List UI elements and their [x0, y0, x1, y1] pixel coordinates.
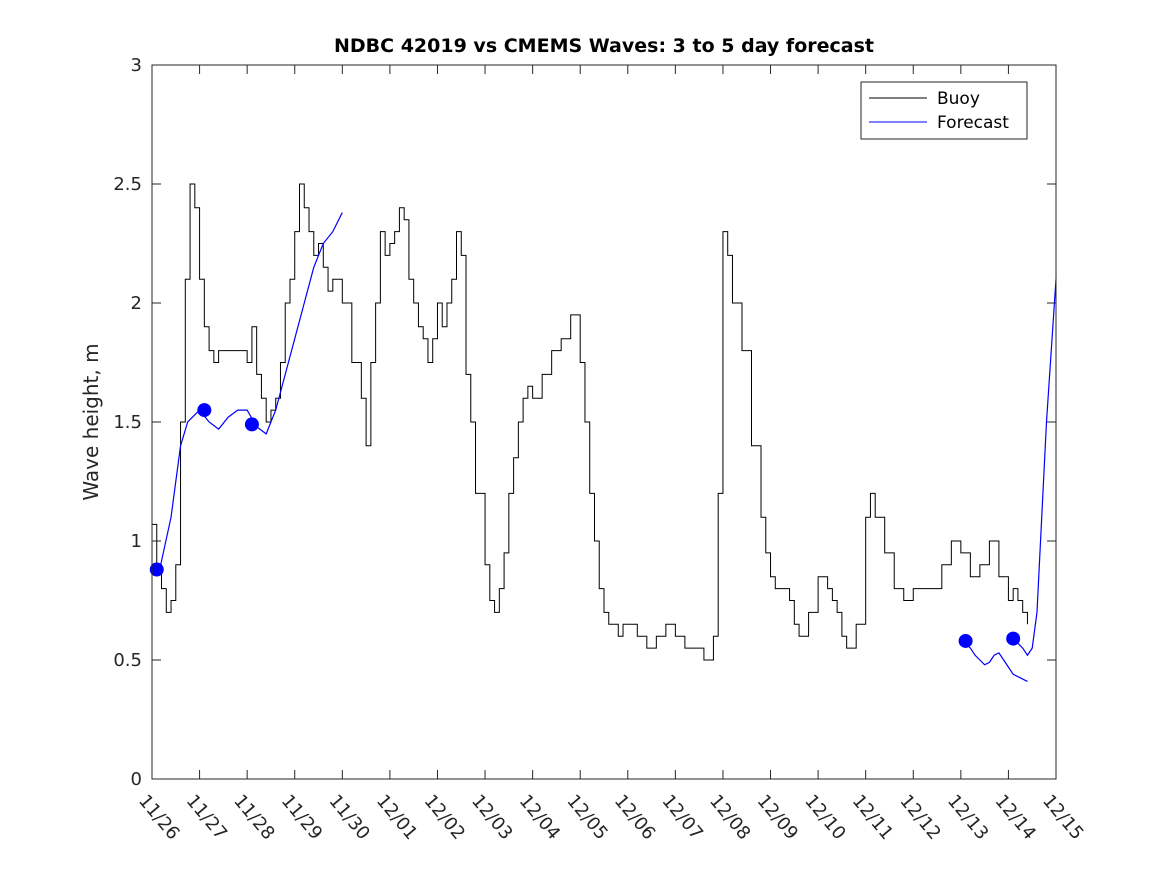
- forecast-start-marker: [1006, 631, 1021, 646]
- y-tick-label: 1.5: [113, 412, 142, 433]
- series-layer: [149, 183, 1057, 682]
- plot-background: [152, 65, 1056, 779]
- series-line-buoy: [152, 183, 1028, 661]
- y-tick-label: 2: [131, 293, 142, 314]
- y-tick-label: 1: [131, 531, 142, 552]
- series-line-forecast-1: [151, 212, 343, 573]
- legend-label-forecast: Forecast: [937, 113, 1009, 133]
- y-tick-label: 3: [131, 55, 142, 76]
- forecast-start-marker: [958, 633, 973, 648]
- y-axis-label: Wave height, m: [79, 343, 103, 500]
- chart-title: NDBC 42019 vs CMEMS Waves: 3 to 5 day fo…: [334, 35, 874, 57]
- legend-label-buoy: Buoy: [937, 89, 980, 109]
- forecast-start-marker: [197, 403, 212, 418]
- forecast-start-marker: [244, 417, 259, 432]
- legend-box: [860, 81, 1028, 140]
- forecast-start-marker: [149, 562, 164, 577]
- legend: Buoy Forecast: [860, 81, 1028, 140]
- y-tick-label: 2.5: [113, 174, 142, 195]
- plot-area: 00.511.522.5311/2611/2711/2811/2911/3012…: [113, 55, 1087, 844]
- series-line-forecast-2: [965, 642, 1028, 682]
- y-tick-label: 0.5: [113, 650, 142, 671]
- y-tick-label: 0: [131, 769, 142, 790]
- series-line-forecast-3: [1012, 279, 1057, 657]
